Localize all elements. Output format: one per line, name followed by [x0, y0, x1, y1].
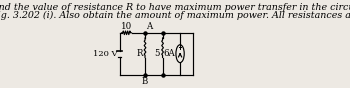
Text: B: B — [142, 77, 148, 86]
Text: A: A — [146, 22, 152, 31]
Text: 5: 5 — [155, 49, 160, 58]
Text: shown in Fig. 3.202 (i). Also obtain the amount of maximum power. All resistance: shown in Fig. 3.202 (i). Also obtain the… — [0, 11, 350, 20]
Text: 120 V: 120 V — [93, 50, 118, 58]
Text: 10: 10 — [121, 22, 132, 31]
Text: Find the value of resistance R to have maximum power transfer in the circuit: Find the value of resistance R to have m… — [0, 3, 350, 12]
Text: R: R — [136, 49, 143, 58]
Text: 6A: 6A — [164, 49, 175, 58]
